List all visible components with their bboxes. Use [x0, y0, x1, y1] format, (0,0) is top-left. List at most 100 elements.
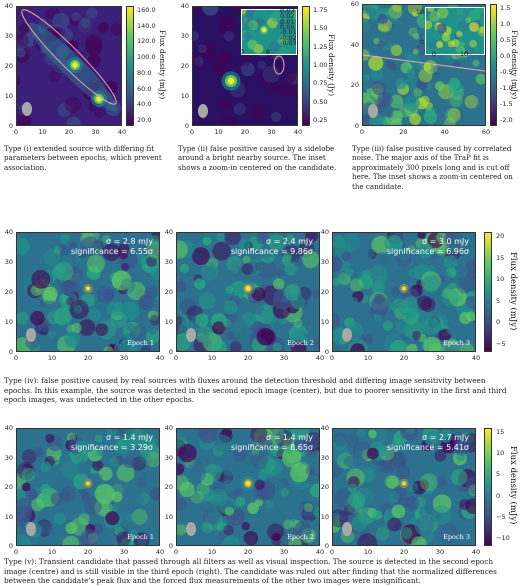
- row-type-v-epoch-3-x-tick: 20: [399, 548, 409, 556]
- panel-type-i-colorbar-tick: 140.0: [137, 21, 156, 30]
- row-type-v-epoch-3-map: σ = 2.7 mJy significance = 5.41σ Epoch 3: [332, 428, 476, 546]
- row-type-v-colorbar-label: Flux density (mJy): [508, 446, 518, 525]
- row-type-v-epoch-1-sigma: σ = 1.4 mJy: [105, 433, 153, 442]
- row-type-iv-colorbar-tick: 5: [496, 296, 501, 305]
- panel-type-ii-y-tick: 40: [180, 2, 189, 10]
- row-type-v-colorbar-tick: 10: [496, 449, 505, 458]
- panel-type-i-colorbar-tick: 120.0: [137, 37, 156, 46]
- row-type-iv-colorbar: [484, 232, 492, 352]
- row-type-iv-epoch-3-beam: [342, 328, 352, 342]
- row-type-v-epoch-1-y-tick: 30: [4, 453, 13, 462]
- panel-type-iii-y-tick: 40: [350, 40, 359, 49]
- row-type-iv-epoch-2-y-tick: 10: [164, 318, 173, 326]
- panel-type-i-y-tick: 10: [4, 92, 13, 100]
- panel-type-iii-y-tick: 0: [354, 122, 359, 130]
- row-type-v-epoch-3-x-tick: 10: [363, 548, 373, 556]
- panel-type-ii-inset-colorbar-tick: 0.01: [280, 17, 295, 26]
- row-type-iv-epoch-3-image: [333, 233, 475, 351]
- row-type-iv-epoch-2-y-tick: 30: [164, 258, 173, 266]
- panel-type-iii-x-tick: 0: [359, 128, 365, 136]
- panel-type-iii-x-tick: 20: [399, 128, 408, 136]
- row-type-v-epoch-1-candidate-marker: [83, 479, 93, 489]
- row-type-v-epoch-2-x-tick: 30: [279, 548, 289, 556]
- panel-type-i-colorbar-tick: 20.0: [137, 116, 152, 124]
- row-type-iv-epoch-2-significance: significance = 9.86σ: [230, 247, 313, 256]
- panel-type-ii-inset-y-tick: 8: [233, 12, 238, 20]
- row-type-v-colorbar-tick: 15: [496, 428, 505, 436]
- row-type-iv-epoch-3-noise: [333, 233, 475, 351]
- row-type-v-epoch-1-x-tick: 40: [155, 548, 165, 556]
- row-type-v-epoch-1-image: [17, 429, 159, 545]
- row-type-iv-epoch-1-image: [17, 233, 159, 351]
- panel-type-ii-image: [193, 7, 297, 125]
- panel-type-ii-inset-image: [242, 10, 296, 54]
- panel-type-ii-y-tick: 0: [184, 122, 189, 130]
- panel-type-iii-inset-y-tick: 0: [419, 38, 424, 46]
- row-type-v-epoch-2-image: [177, 429, 319, 545]
- row-type-v-epoch-2-map: σ = 1.4 mJy significance = 8.65σ Epoch 2: [176, 428, 320, 546]
- row-type-iv-epoch-2-sigma: σ = 2.4 mJy: [265, 237, 313, 246]
- row-type-iv-epoch-1-y-tick: 40: [4, 228, 13, 236]
- row-type-iv-epoch-3-y-tick: 10: [320, 318, 329, 326]
- panel-type-ii-y-tick: 10: [180, 92, 189, 100]
- panel-type-ii-colorbar-tick: 0.50: [313, 97, 328, 106]
- panel-type-ii-x-tick: 10: [214, 128, 223, 136]
- row-type-v-epoch-3-image: [333, 429, 475, 545]
- row-type-v-epoch-3-y-tick: 10: [320, 512, 329, 521]
- row-type-v-epoch-3-y-tick: 40: [320, 424, 329, 432]
- row-type-iv-epoch-1-y-tick: 10: [4, 318, 13, 326]
- row-type-v-epoch-2-x-tick: 20: [243, 548, 253, 556]
- panel-type-i-fit-ellipse: [21, 9, 117, 105]
- panel-type-iii-colorbar-tick: 0.0: [500, 52, 511, 60]
- row-type-iv-epoch-1-x-tick: 0: [13, 354, 19, 362]
- row-type-iv-caption: Type (iv): false positive caused by real…: [4, 376, 507, 405]
- panel-type-iii-colorbar-tick: 1.0: [500, 20, 511, 28]
- row-type-iv-epoch-1-y-tick: 0: [8, 348, 13, 356]
- panel-type-iii-fit-axis: [363, 54, 485, 72]
- panel-type-ii-inset-colorbar-tick: 0.00: [280, 22, 295, 31]
- row-type-iv-epoch-2-x-tick: 0: [173, 354, 179, 362]
- panel-type-ii-map: [192, 6, 298, 126]
- panel-type-i-colorbar-tick: 100.0: [137, 53, 156, 62]
- panel-type-i-y-tick: 40: [4, 2, 13, 10]
- panel-type-iii-inset-x-tick: 0: [431, 50, 437, 58]
- row-type-v-epoch-3-y-tick: 20: [320, 483, 329, 491]
- row-type-v-epoch-1-y-tick: 40: [4, 424, 13, 432]
- row-type-iv-epoch-1-stats: σ = 2.8 mJy significance = 6.55σ: [71, 237, 153, 257]
- row-type-iv-epoch-3-y-tick: 30: [320, 258, 329, 266]
- panel-type-i-x-tick: 20: [64, 128, 74, 136]
- panel-type-iii-inset: [425, 7, 485, 55]
- panel-type-iii-colorbar-tick: -0.5: [500, 68, 513, 76]
- panel-type-ii-inset-colorbar-tick: 0.02: [280, 12, 295, 21]
- panel-type-iii-beam: [368, 104, 378, 118]
- panel-type-iii-x-tick: 40: [440, 128, 449, 136]
- row-type-iv-epoch-2-candidate-marker: [243, 283, 253, 293]
- panel-type-i-y-tick: 30: [4, 32, 13, 40]
- row-type-v-epoch-2-x-tick: 10: [207, 548, 217, 556]
- panel-type-ii-inset-colorbar-tick: 0.03: [280, 7, 295, 15]
- row-type-v-epoch-1-y-tick: 10: [4, 512, 13, 521]
- row-type-iv-epoch-3-source: [399, 283, 409, 294]
- panel-type-ii-bright-source: [221, 71, 241, 91]
- panel-type-ii-inset-colorbar-tick: -0.01: [280, 28, 297, 37]
- panel-type-iii-caption: Type (iii) false positive caused by corr…: [352, 144, 513, 191]
- row-type-iv-epoch-1-x-tick: 40: [155, 354, 165, 362]
- row-type-iv-epoch-1-y-tick: 30: [4, 258, 13, 266]
- row-type-v-epoch-2-noise: [177, 429, 319, 545]
- row-type-iv-epoch-3-map: σ = 3.0 mJy significance = 6.96σ Epoch 3: [332, 232, 476, 352]
- row-type-v-epoch-1-y-tick: 20: [4, 483, 13, 491]
- panel-type-iii-inset-noise: [426, 8, 484, 54]
- panel-type-ii-inset-colorbar-tick: -0.03: [280, 38, 297, 47]
- row-type-v-colorbar-tick: 0: [496, 491, 501, 500]
- panel-type-i-x-tick: 0: [13, 128, 19, 136]
- row-type-iv-epoch-3-stats: σ = 3.0 mJy significance = 6.96σ: [387, 237, 469, 257]
- row-type-v-epoch-2-source: [240, 476, 256, 491]
- panel-type-ii-colorbar-tick: 0.75: [313, 79, 328, 88]
- panel-type-iii-x-tick: 60: [481, 128, 491, 136]
- panel-type-ii-inset-x-tick: 8: [265, 48, 271, 56]
- row-type-v-epoch-2-y-tick: 40: [164, 424, 173, 432]
- panel-type-ii-inset-y-tick: 0: [233, 38, 238, 46]
- row-type-iv-epoch-3-label: Epoch 3: [443, 339, 470, 347]
- row-type-v-epoch-2-x-tick: 40: [315, 548, 325, 556]
- panel-type-iii-y-tick: 60: [350, 0, 359, 8]
